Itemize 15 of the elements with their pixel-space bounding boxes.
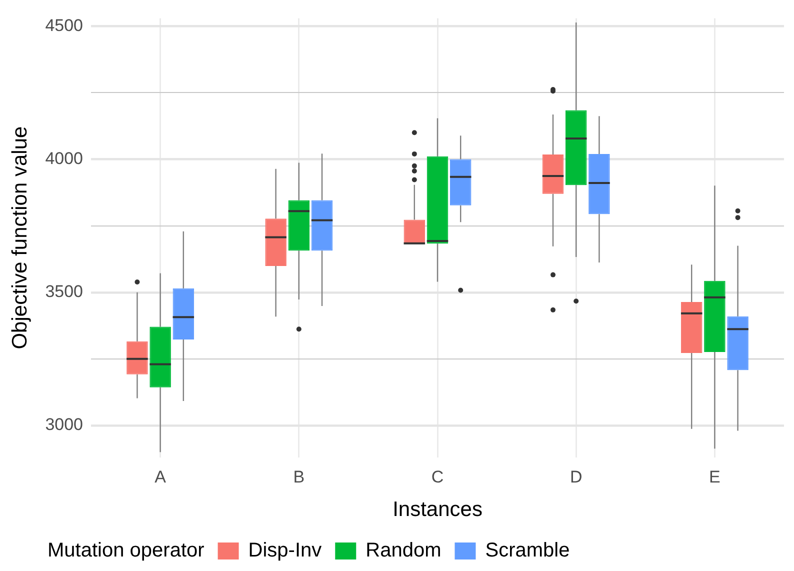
y-tick-label: 3000 — [45, 415, 84, 434]
y-axis-title: Objective function value — [8, 126, 32, 350]
x-tick-label: C — [431, 467, 444, 486]
x-tick-label: E — [709, 467, 720, 486]
legend-label: Disp-Inv — [248, 540, 322, 562]
y-tick-label: 4000 — [45, 148, 84, 168]
x-tick-label: A — [154, 467, 167, 486]
y-tick-label: 3500 — [45, 282, 84, 302]
legend-label: Scramble — [485, 540, 570, 562]
y-tick-label: 4500 — [45, 16, 84, 35]
x-tick-label: B — [293, 467, 305, 486]
x-axis-title: Instances — [392, 498, 482, 522]
legend-title: Mutation operator — [48, 540, 205, 562]
legend-label: Random — [366, 540, 442, 562]
x-tick-label: D — [570, 467, 582, 486]
